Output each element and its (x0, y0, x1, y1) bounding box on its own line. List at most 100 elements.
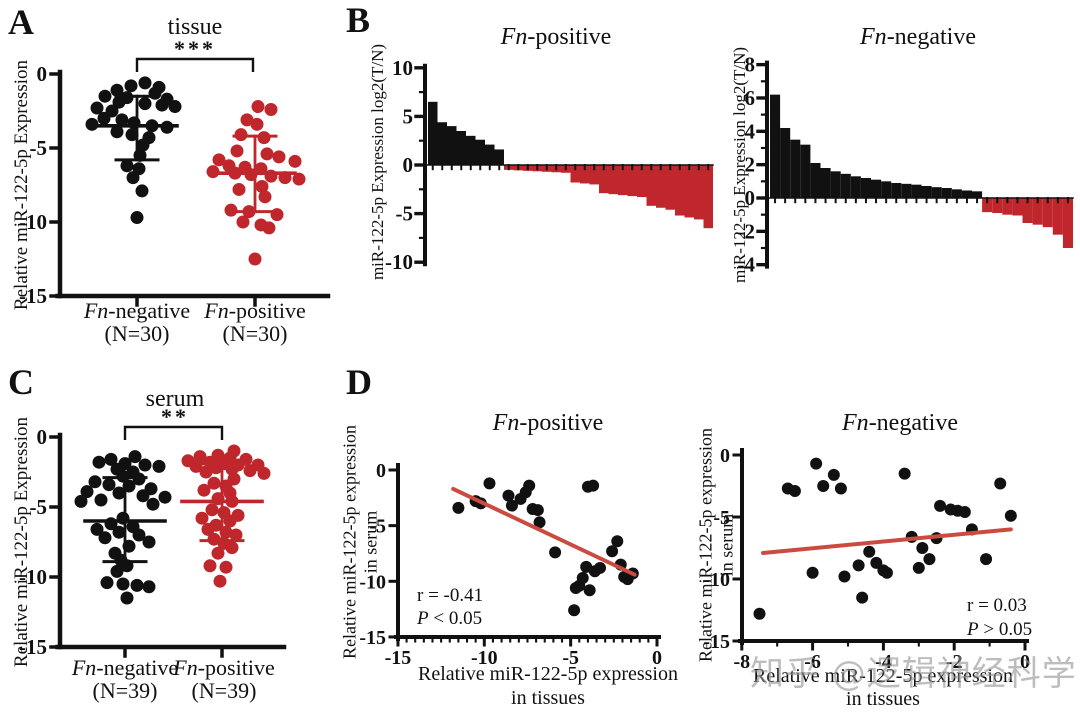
panel-d-chart1-ylabel-line2: in serum (360, 510, 381, 574)
data-point (980, 553, 993, 566)
significance-bracket (135, 57, 255, 72)
tick-label: -5 (369, 516, 386, 538)
data-point (110, 125, 124, 139)
data-point (80, 485, 94, 499)
group-name: -positive (228, 298, 306, 323)
data-point (229, 528, 243, 542)
panel-c-group1-n: (N=39) (92, 678, 158, 703)
scatter-group (180, 444, 271, 588)
tick-label: 0 (37, 62, 48, 86)
data-point (523, 479, 536, 492)
tick-label: -15 (19, 635, 47, 659)
data-point (251, 100, 265, 114)
panel-a-group1-label: Fn-negative (84, 299, 190, 322)
tick-label: 0 (1020, 651, 1030, 673)
title-rest: -negative (886, 24, 976, 50)
data-point (232, 182, 246, 196)
panel-d-chart2-title: Fn-negative (842, 410, 958, 436)
data-point (257, 466, 271, 480)
data-point (258, 190, 272, 204)
data-point (587, 479, 600, 492)
data-point (88, 475, 102, 489)
data-point (104, 452, 118, 466)
data-point (583, 584, 596, 597)
panel-d-chart1-title: Fn-positive (493, 410, 604, 436)
waterfall-bar (437, 122, 447, 165)
tick-label: -10 (19, 565, 47, 589)
panel-a-group1-n: (N=30) (104, 321, 170, 346)
data-point (94, 493, 108, 507)
p-italic: P (417, 608, 429, 629)
waterfall-bar (675, 165, 685, 216)
data-point (224, 203, 238, 217)
title-rest: -positive (519, 410, 604, 436)
data-point (138, 76, 152, 90)
tick-label: -15 (703, 631, 730, 653)
group-name: -negative (96, 655, 179, 680)
waterfall-bar (684, 165, 694, 218)
data-point (120, 591, 134, 605)
group-name: -positive (197, 655, 275, 680)
waterfall-bar (466, 135, 476, 165)
panel-c-letter: C (8, 362, 34, 402)
panel-a-significance: *** (174, 36, 216, 61)
data-point (225, 462, 239, 476)
data-point (934, 499, 947, 512)
data-point (168, 100, 182, 114)
data-point (100, 576, 114, 590)
data-point (255, 179, 269, 193)
p-rest: < 0.05 (428, 608, 483, 629)
data-point (207, 476, 221, 490)
title-rest: -negative (868, 410, 958, 436)
waterfall-bar (608, 165, 618, 195)
data-point (788, 484, 801, 497)
data-point (110, 564, 124, 578)
tick-label: -15 (19, 284, 47, 308)
data-point (158, 490, 172, 504)
waterfall-bar (961, 190, 972, 198)
tick-label: 10 (392, 56, 413, 80)
data-point (292, 172, 306, 186)
fn-italic: Fn (83, 298, 109, 323)
data-point (260, 147, 274, 161)
data-point (880, 566, 893, 579)
waterfall-bar (860, 177, 871, 198)
data-point (212, 153, 226, 167)
waterfall-bar (921, 185, 932, 198)
data-point (138, 458, 152, 472)
watermark: 知乎 @逻辑神经科学 (750, 654, 1077, 694)
fn-italic: Fn (842, 410, 869, 436)
panel-d-chart2-xlabel-line1: Relative miR-122-5p expression (753, 665, 1013, 687)
panel-d-chart2-xlabel-line2: in tissues (846, 688, 920, 710)
data-point (243, 464, 257, 478)
panel-a-plot: 0 -5 -10 -15 (19, 57, 331, 308)
fn-italic: Fn (204, 298, 229, 323)
waterfall-bar (871, 179, 882, 198)
data-point (827, 468, 840, 481)
tick-label: 0 (376, 460, 386, 482)
data-point (112, 486, 126, 500)
fn-italic: Fn (71, 655, 97, 680)
waterfall-bar (580, 165, 590, 184)
data-point (594, 561, 607, 574)
waterfall-bar (911, 184, 922, 198)
panel-b-letter: B (346, 0, 371, 40)
panel-c-ylabel: Relative miR-122-5p Expression (11, 416, 32, 668)
panel-a-ylabel: Relative miR-122-5p Expression (11, 59, 32, 311)
panel-c-group2-label: Fn-positive (173, 656, 274, 679)
panel-b-chart1-title: Fn-positive (501, 24, 612, 50)
data-point (110, 83, 124, 97)
tick-label: -4 (875, 651, 892, 673)
panel-b-chart2-title: Fn-negative (860, 24, 976, 50)
data-point (549, 546, 562, 559)
data-point (90, 522, 104, 536)
panel-d-chart1-ylabel-line1: Relative miR-122-5p expression (339, 425, 360, 659)
waterfall-bar (494, 149, 504, 165)
panel-d-chart1-r-value: r = -0.41 (417, 585, 484, 606)
fn-italic: Fn (500, 24, 528, 50)
data-point (146, 497, 160, 511)
tick-label: -5 (713, 507, 730, 529)
panel-c-group1-label: Fn-negative (72, 656, 178, 679)
waterfall-bar (1012, 198, 1023, 216)
